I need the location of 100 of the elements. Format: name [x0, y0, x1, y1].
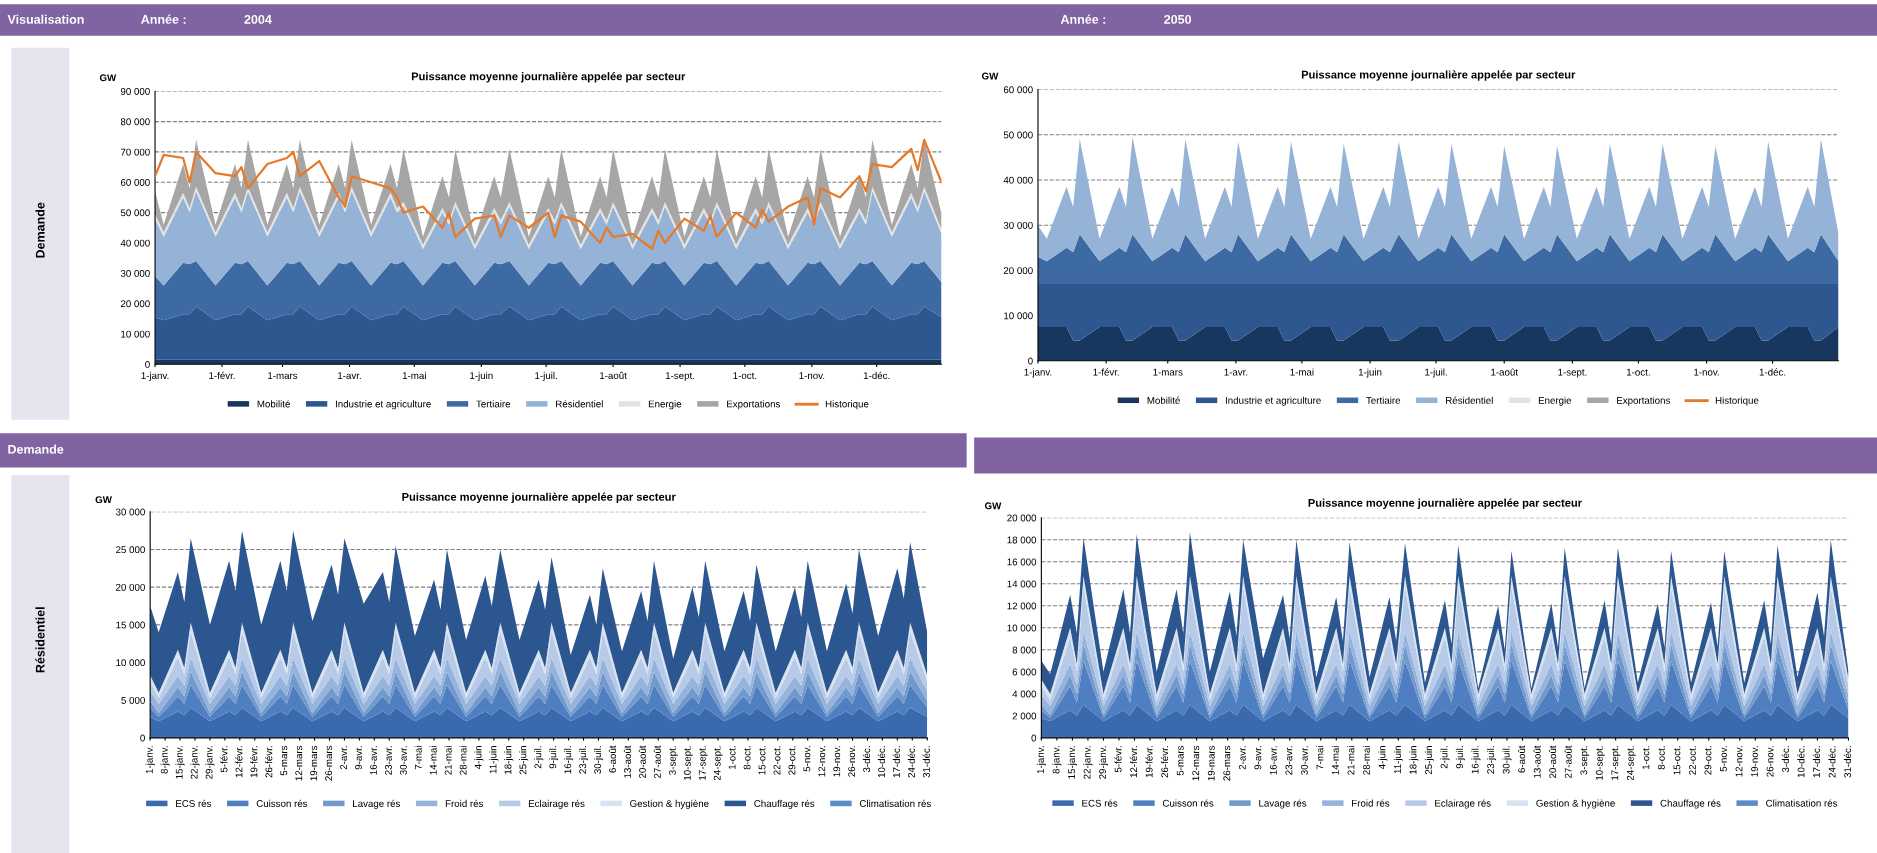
- legend-label: Climatisation rés: [859, 799, 931, 807]
- y-tick-label: 70 000: [120, 148, 150, 156]
- legend-label: Exportations: [727, 400, 781, 410]
- x-tick-label: 6-août: [1517, 745, 1526, 773]
- x-tick-label: 21-mai: [444, 746, 452, 775]
- y-tick-label: 5 000: [121, 696, 145, 704]
- y-tick-label: 20 000: [1003, 267, 1033, 275]
- x-tick-label: 9-juil.: [1455, 746, 1465, 769]
- text: Résidentiel: [35, 607, 45, 673]
- legend-label: Cuisson rés: [256, 799, 308, 807]
- legend-label: Gestion & hygiène: [630, 799, 709, 809]
- x-tick-label: 14-mai: [1331, 746, 1339, 775]
- x-tick-label: 1-août: [600, 371, 627, 380]
- x-tick-label: 6-août: [608, 745, 617, 773]
- x-tick-label: 5-nov.: [1720, 746, 1727, 772]
- x-tick-label: 30-juil.: [593, 746, 604, 774]
- x-tick-label: 12-nov.: [1735, 746, 1743, 777]
- x-tick-label: 2-avr.: [1238, 746, 1246, 770]
- x-tick-label: 17-sept.: [1611, 746, 1621, 780]
- x-tick-label: 12-févr.: [235, 746, 243, 778]
- legend-label: ECS rés: [176, 799, 212, 807]
- x-tick-label: 1-févr.: [209, 371, 235, 380]
- x-tick-label: 8-janv.: [160, 746, 170, 774]
- legend-label: ECS rés: [1082, 799, 1118, 807]
- x-tick-label: 1-févr.: [1093, 368, 1119, 376]
- x-tick-label: 1-janv.: [141, 371, 169, 381]
- legend-label: Cuisson rés: [1162, 799, 1214, 807]
- x-tick-label: 1-avr.: [338, 372, 361, 380]
- y-tick-label: 40 000: [1003, 176, 1033, 184]
- x-tick-label: 20-août: [1549, 745, 1557, 778]
- x-tick-label: 7-mai: [414, 746, 422, 770]
- y-tick-label: 8 000: [1012, 646, 1037, 654]
- x-tick-label: 31-déc.: [1843, 746, 1852, 778]
- x-tick-label: 19-mars: [310, 745, 318, 781]
- y-tick-label: 16 000: [1007, 558, 1037, 566]
- x-tick-label: 28-mai: [459, 746, 467, 775]
- x-tick-label: 24-déc.: [1828, 746, 1836, 778]
- x-tick-label: 22-oct.: [1688, 746, 1696, 775]
- y-tick-label: 50 000: [1003, 131, 1033, 139]
- text: Demande: [35, 202, 45, 258]
- x-tick-label: 31-déc.: [922, 746, 930, 778]
- x-tick-label: 23-juil.: [1486, 746, 1497, 774]
- x-tick-label: 22-janv.: [190, 746, 200, 779]
- x-tick-label: 1-mai: [1290, 368, 1314, 376]
- y-tick-label: 10 000: [1007, 624, 1037, 632]
- x-tick-label: 1-juil.: [1425, 368, 1447, 378]
- legend-label: Energie: [648, 400, 682, 410]
- text: Demande: [8, 444, 64, 454]
- x-tick-label: 29-janv.: [205, 746, 215, 779]
- x-tick-label: 15-oct.: [1673, 746, 1681, 775]
- text: Année :: [1060, 14, 1106, 24]
- y-tick-label: 20 000: [120, 300, 150, 308]
- x-tick-label: 8-oct.: [743, 746, 751, 770]
- x-tick-label: 3-sept.: [1580, 746, 1590, 775]
- y-tick-label: 0: [140, 734, 145, 742]
- x-tick-label: 1-juin: [470, 371, 493, 381]
- x-tick-label: 1-mars: [1153, 368, 1183, 376]
- x-tick-label: 19-nov.: [833, 746, 841, 777]
- x-tick-label: 4-juin: [1378, 746, 1388, 770]
- x-tick-label: 1-nov.: [1694, 368, 1719, 376]
- x-tick-label: 1-déc.: [863, 371, 890, 380]
- y-tick-label: 40 000: [120, 239, 150, 247]
- x-tick-label: 1-janv.: [1024, 368, 1052, 378]
- x-tick-label: 12-mars: [1192, 745, 1200, 781]
- x-tick-label: 16-avr.: [370, 746, 377, 775]
- y-tick-label: 4 000: [1012, 690, 1037, 698]
- x-tick-label: 5-févr.: [1114, 746, 1122, 773]
- x-tick-label: 1-nov.: [799, 372, 825, 380]
- text: Visualisation: [7, 14, 84, 24]
- y-tick-label: 30 000: [120, 269, 150, 277]
- x-tick-label: 26-nov.: [1766, 746, 1774, 777]
- x-tick-label: 1-sept.: [665, 372, 695, 381]
- x-tick-label: 20-août: [638, 745, 646, 778]
- x-tick-label: 25-juin: [519, 746, 529, 775]
- x-tick-label: 1-déc.: [1759, 368, 1786, 376]
- y-tick-label: 0: [1031, 734, 1037, 742]
- y-tick-label: 12 000: [1007, 602, 1037, 610]
- x-tick-label: 1-sept.: [1558, 368, 1587, 378]
- x-tick-label: 26-févr.: [1160, 746, 1169, 778]
- x-tick-label: 18-juin: [504, 746, 514, 774]
- legend-label: Energie: [1538, 396, 1572, 406]
- x-tick-label: 19-nov.: [1751, 746, 1758, 777]
- x-tick-label: 14-mai: [429, 746, 437, 775]
- x-tick-label: 28-mai: [1362, 746, 1370, 775]
- x-tick-label: 23-juil.: [579, 746, 589, 774]
- legend-label: Tertiaire: [1366, 396, 1401, 404]
- x-tick-label: 22-janv.: [1083, 746, 1093, 779]
- y-tick-label: 60 000: [120, 178, 150, 186]
- x-tick-label: 16-juil.: [1471, 746, 1481, 774]
- legend-label: Chauffage rés: [1660, 799, 1721, 809]
- x-tick-label: 10-sept.: [683, 746, 693, 780]
- y-tick-label: 25 000: [116, 546, 145, 554]
- x-tick-label: 8-oct.: [1657, 746, 1665, 770]
- x-tick-label: 15-oct.: [758, 746, 766, 775]
- legend-label: Historique: [825, 400, 869, 410]
- x-tick-label: 13-août: [1533, 745, 1541, 778]
- legend-label: Froid rés: [1352, 799, 1390, 807]
- y-axis-title: GW: [984, 502, 1002, 510]
- x-tick-label: 25-juin: [1424, 746, 1434, 775]
- x-tick-label: 27-août: [1564, 745, 1572, 778]
